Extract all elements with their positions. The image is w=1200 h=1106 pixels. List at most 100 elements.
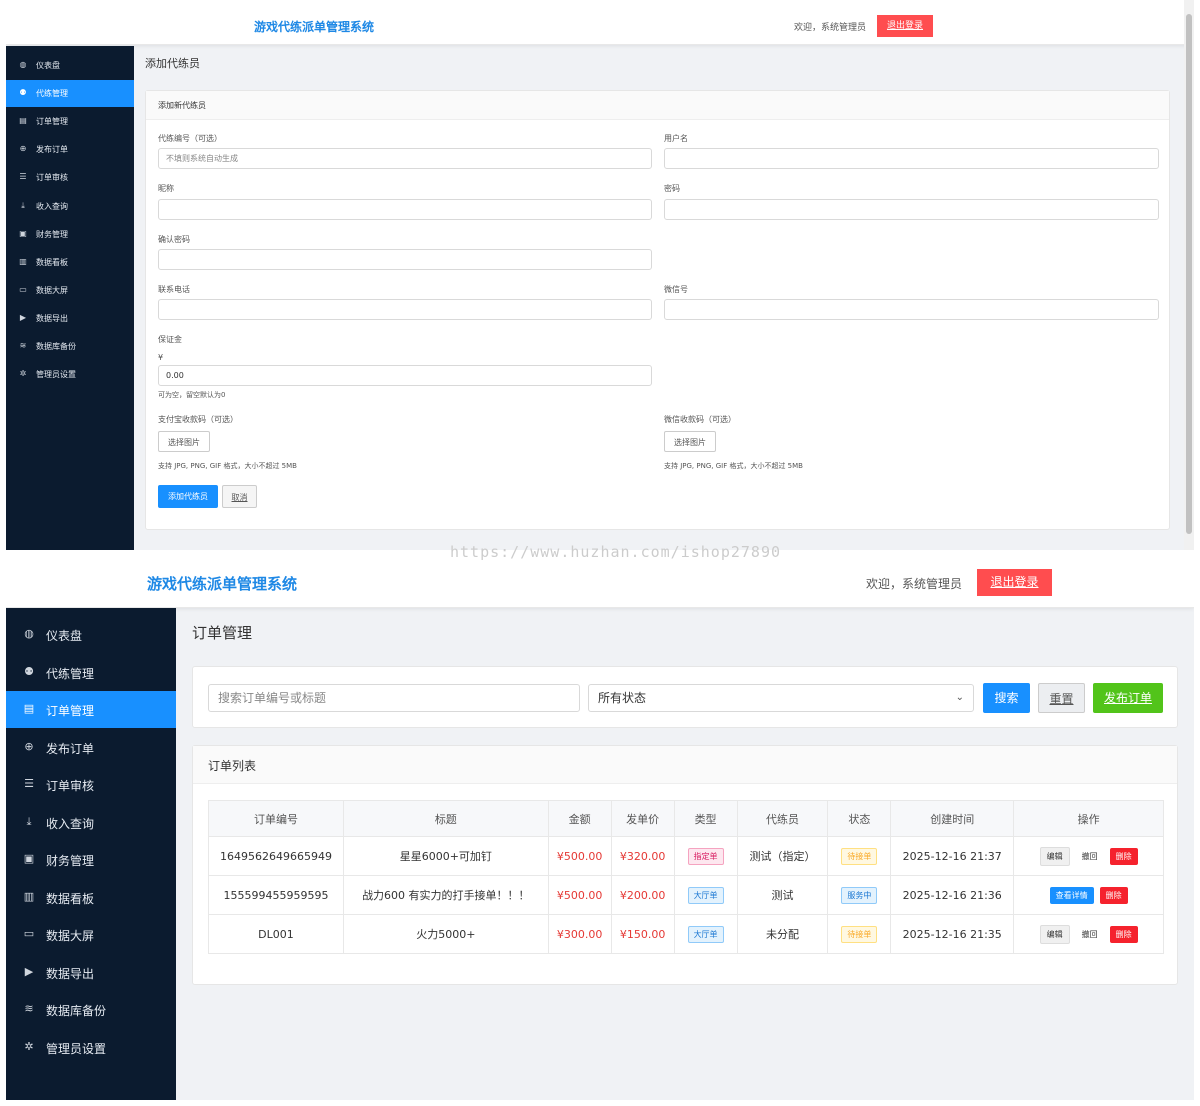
order-worker: 未分配 xyxy=(736,914,829,954)
password-input[interactable] xyxy=(664,199,1159,220)
sidebar-item-4[interactable]: ☰ 订单审核 xyxy=(6,164,134,191)
search-input[interactable]: 搜索订单编号或标题 xyxy=(208,684,580,712)
table-row: 1649562649665949 星星6000+可加钉 ¥500.00 ¥320.00… xyxy=(208,836,1164,876)
sidebar-item-0[interactable]: ◍ 仪表盘 xyxy=(6,52,134,79)
page-title: 添加代练员 xyxy=(145,57,200,70)
plus-circle-icon: ⊕ xyxy=(19,144,27,154)
deposit-input[interactable]: 0.00 xyxy=(158,365,652,386)
sidebar-item-7[interactable]: ▥ 数据看板 xyxy=(6,249,134,276)
action-button[interactable]: 撤回 xyxy=(1081,851,1098,861)
sidebar-item-label: 管理员设置 xyxy=(36,370,76,380)
actions-cell: 查看详情 删除 xyxy=(1013,875,1164,915)
sidebar-item-2[interactable]: ▤ 订单管理 xyxy=(6,691,176,728)
nickname-label: 昵称 xyxy=(158,184,174,193)
dashboard-icon: ◍ xyxy=(19,60,27,69)
sidebar-item-label: 数据库备份 xyxy=(36,342,76,351)
wechat-input[interactable] xyxy=(664,299,1159,320)
action-button[interactable]: 删除 xyxy=(1099,886,1128,904)
sidebar-item-label: 数据大屏 xyxy=(36,285,68,295)
sidebar-item-10[interactable]: ≋ 数据库备份 xyxy=(6,991,176,1028)
wechat-choose-image-button[interactable]: 选择图片 xyxy=(664,431,716,452)
confirm-password-input[interactable] xyxy=(158,249,652,270)
username-label: 用户名 xyxy=(664,134,688,143)
order-amount: ¥500.00 xyxy=(547,836,612,876)
order-status-badge: 服务中 xyxy=(841,886,878,904)
sidebar-item-10[interactable]: ≋ 数据库备份 xyxy=(6,333,134,360)
logout-button[interactable]: 退出登录 xyxy=(977,569,1052,596)
sidebar-item-3[interactable]: ⊕ 发布订单 xyxy=(6,729,176,766)
alipay-qr-label: 支付宝收款码（可选） xyxy=(158,415,238,424)
sidebar-item-1[interactable]: ⚉ 代练管理 xyxy=(6,654,176,691)
search-bar-card: 搜索订单编号或标题 所有状态 ⌄ 搜索 重置 发布订单 xyxy=(192,666,1178,728)
sidebar-item-6[interactable]: ▣ 财务管理 xyxy=(6,221,134,248)
sidebar-item-11[interactable]: ✲ 管理员设置 xyxy=(6,361,134,388)
confirm-password-label: 确认密码 xyxy=(158,235,190,244)
list-check-icon: ☰ xyxy=(24,777,34,790)
column-header: 操作 xyxy=(1013,800,1164,837)
order-type-badge: 大厅单 xyxy=(687,925,724,943)
column-header: 类型 xyxy=(673,800,738,837)
action-button[interactable]: 编辑 xyxy=(1039,924,1070,944)
sidebar-item-4[interactable]: ☰ 订单审核 xyxy=(6,766,176,803)
screen-order-management: 游戏代练派单管理系统 欢迎，系统管理员 退出登录 ◍ 仪表盘 ⚉ 代练管理 ▤ 订单管理 ⊕… xyxy=(6,562,1194,1100)
sidebar-item-8[interactable]: ▭ 数据大屏 xyxy=(6,277,134,304)
sidebar-item-3[interactable]: ⊕ 发布订单 xyxy=(6,136,134,163)
sidebar-item-label: 收入查询 xyxy=(46,816,95,831)
action-button[interactable]: 删除 xyxy=(1109,847,1138,865)
sidebar-item-1[interactable]: ⚉ 代练管理 xyxy=(6,80,134,108)
order-amount: ¥500.00 xyxy=(547,875,612,915)
sidebar-item-6[interactable]: ▣ 财务管理 xyxy=(6,841,176,878)
sidebar-item-label: 订单管理 xyxy=(36,117,68,127)
order-type-cell: 大厅单 xyxy=(673,875,738,915)
action-button[interactable]: 删除 xyxy=(1109,925,1138,943)
logout-button[interactable]: 退出登录 xyxy=(877,15,933,37)
worker-id-input[interactable]: 不填则系统自动生成 xyxy=(158,148,652,169)
page-scrollbar[interactable] xyxy=(1184,0,1194,550)
publish-order-button[interactable]: 发布订单 xyxy=(1093,683,1163,713)
sidebar-item-label: 订单审核 xyxy=(36,173,68,183)
table-row: 155599455959595 战力600 有实力的打手接单！！！ ¥500.00 ¥… xyxy=(208,875,1164,915)
order-status-badge: 待接单 xyxy=(841,847,878,865)
order-title: 战力600 有实力的打手接单！！！ xyxy=(342,875,549,915)
action-button[interactable]: 撤回 xyxy=(1081,929,1098,939)
sidebar-item-9[interactable]: ▶ 数据导出 xyxy=(6,954,176,991)
order-status-badge: 待接单 xyxy=(841,925,878,943)
order-amount: ¥300.00 xyxy=(547,914,612,954)
search-button[interactable]: 搜索 xyxy=(983,683,1030,713)
add-worker-submit-button[interactable]: 添加代练员 xyxy=(158,485,218,508)
money-icon: ▣ xyxy=(23,852,35,865)
action-button[interactable]: 编辑 xyxy=(1039,846,1070,866)
gear-icon: ✲ xyxy=(24,1039,34,1053)
sidebar-item-11[interactable]: ✲ 管理员设置 xyxy=(6,1029,176,1066)
status-select[interactable]: 所有状态 ⌄ xyxy=(588,684,974,712)
username-input[interactable] xyxy=(664,148,1159,169)
nickname-input[interactable] xyxy=(158,199,652,220)
list-check-icon: ☰ xyxy=(19,172,27,182)
cancel-button[interactable]: 取消 xyxy=(222,485,257,508)
plus-circle-icon: ⊕ xyxy=(24,739,34,753)
sidebar-item-label: 数据看板 xyxy=(36,257,68,267)
sidebar-item-5[interactable]: ⤓ 收入查询 xyxy=(6,193,134,220)
reset-button[interactable]: 重置 xyxy=(1038,683,1085,713)
sidebar-item-0[interactable]: ◍ 仪表盘 xyxy=(6,616,176,653)
order-created: 2025-12-16 21:37 xyxy=(890,836,1015,876)
order-type-badge: 指定单 xyxy=(687,847,724,865)
database-icon: ≋ xyxy=(24,1002,34,1015)
sidebar-item-9[interactable]: ▶ 数据导出 xyxy=(6,305,134,332)
sidebar-item-5[interactable]: ⤓ 收入查询 xyxy=(6,804,176,841)
column-header: 订单编号 xyxy=(208,800,344,837)
action-button[interactable]: 查看详情 xyxy=(1049,886,1094,904)
card-title: 添加新代练员 xyxy=(146,91,1169,120)
sidebar-item-label: 代练管理 xyxy=(36,89,68,99)
sidebar-item-label: 数据看板 xyxy=(46,891,95,906)
table-body: 1649562649665949 星星6000+可加钉 ¥500.00 ¥320.00… xyxy=(208,836,1164,954)
sidebar-item-2[interactable]: ▤ 订单管理 xyxy=(6,108,134,135)
page-title: 订单管理 xyxy=(192,624,253,642)
sidebar-item-8[interactable]: ▭ 数据大屏 xyxy=(6,916,176,953)
scrollbar-thumb[interactable] xyxy=(1186,14,1192,534)
phone-input[interactable] xyxy=(158,299,652,320)
alipay-choose-image-button[interactable]: 选择图片 xyxy=(158,431,210,452)
column-header: 状态 xyxy=(827,800,892,837)
sidebar-item-7[interactable]: ▥ 数据看板 xyxy=(6,879,176,916)
sidebar-item-label: 订单管理 xyxy=(46,704,95,718)
